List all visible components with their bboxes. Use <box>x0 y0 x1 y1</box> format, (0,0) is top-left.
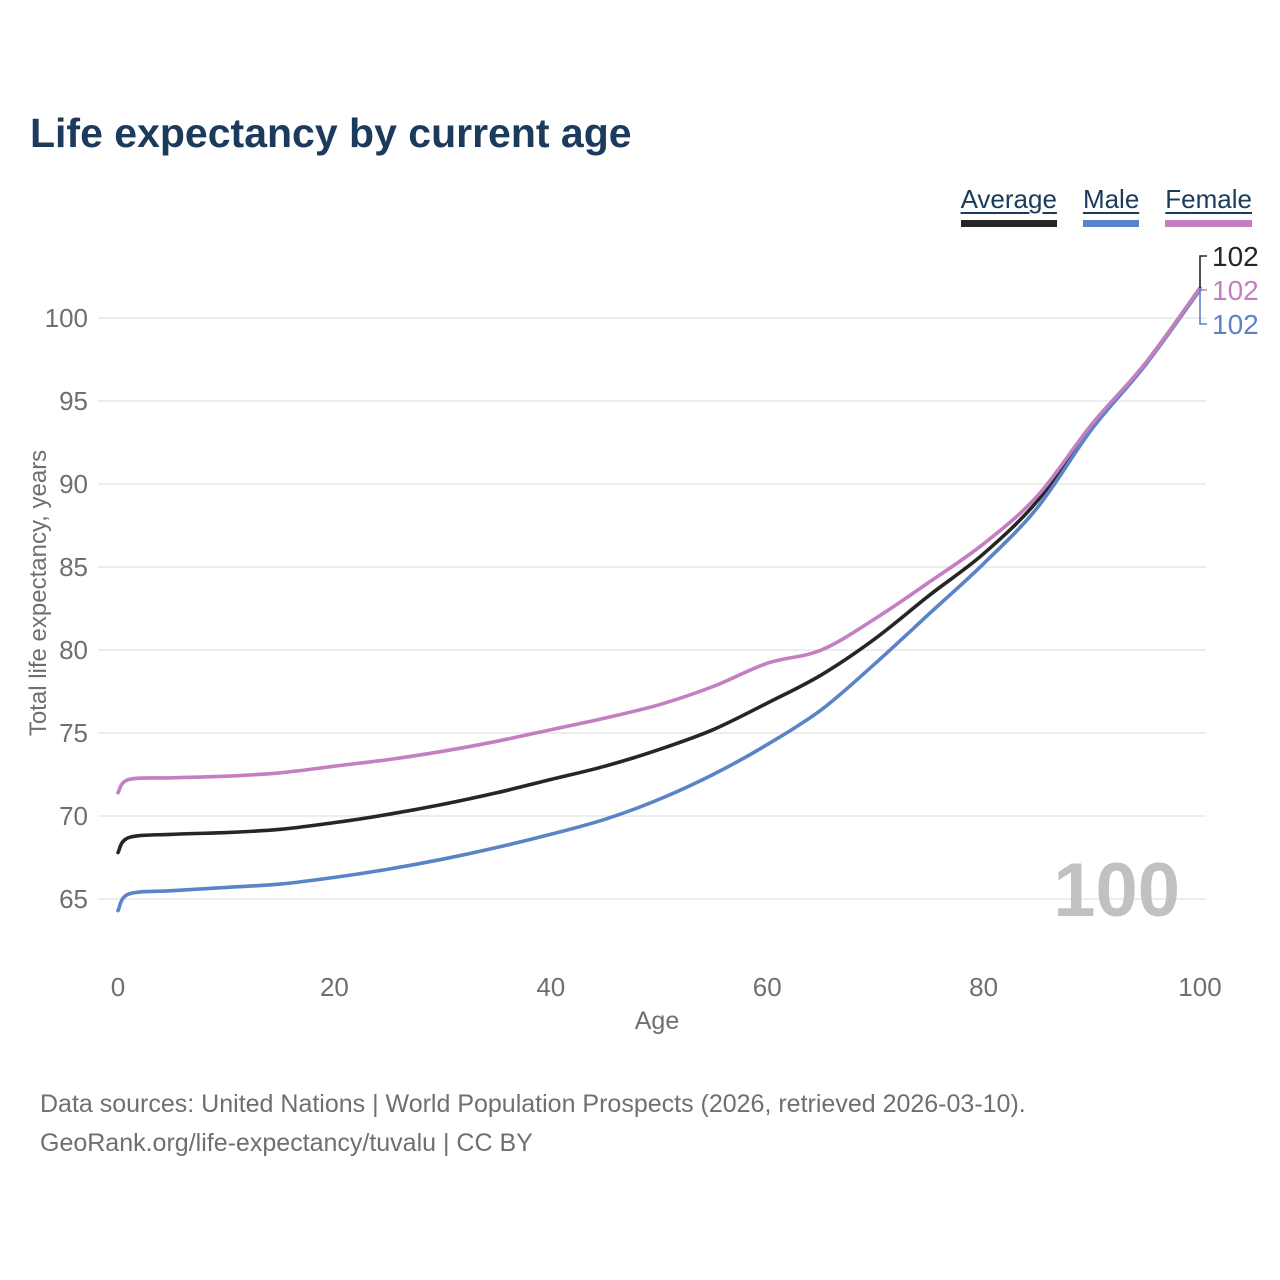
source-note: Data sources: United Nations | World Pop… <box>40 1085 1026 1163</box>
x-axis-ticks: 0 20 40 60 80 100 <box>111 972 1222 1002</box>
source-line-2: GeoRank.org/life-expectancy/tuvalu | CC … <box>40 1129 533 1157</box>
legend-item-female[interactable]: Female <box>1165 184 1252 227</box>
legend-item-male[interactable]: Male <box>1082 184 1140 227</box>
source-line-1: Data sources: United Nations | World Pop… <box>40 1090 1026 1118</box>
y-tick-label: 65 <box>59 884 88 914</box>
legend-swatch-average <box>960 220 1057 227</box>
y-tick-label: 95 <box>59 386 88 416</box>
end-label-female: 102 <box>1212 275 1259 306</box>
y-tick-label: 70 <box>59 801 88 831</box>
series-lines <box>116 286 1202 913</box>
end-label-male: 102 <box>1212 309 1259 340</box>
series-line-female <box>116 286 1202 795</box>
legend-label-female: Female <box>1165 184 1252 214</box>
y-tick-label: 85 <box>59 552 88 582</box>
y-tick-label: 75 <box>59 718 88 748</box>
y-tick-label: 90 <box>59 469 88 499</box>
series-line-average <box>116 286 1202 855</box>
y-axis-ticks: 65 70 75 80 85 90 95 100 <box>45 303 88 914</box>
chart-watermark: 100 <box>1053 848 1180 933</box>
x-tick-label: 60 <box>753 972 782 1002</box>
legend-swatch-female <box>1165 220 1252 227</box>
legend-label-average: Average <box>960 184 1057 214</box>
end-label-average: 102 <box>1212 241 1259 272</box>
x-tick-label: 80 <box>969 972 998 1002</box>
x-tick-label: 20 <box>320 972 349 1002</box>
y-tick-label: 80 <box>59 635 88 665</box>
x-tick-label: 100 <box>1178 972 1221 1002</box>
legend-item-average[interactable]: Average <box>960 184 1057 227</box>
y-tick-label: 100 <box>45 303 88 333</box>
x-axis-title: Age <box>635 1007 679 1035</box>
end-label-leader-male <box>1199 288 1207 325</box>
legend: Average Male Female <box>960 184 1252 227</box>
x-tick-label: 40 <box>536 972 565 1002</box>
legend-swatch-male <box>1082 220 1140 227</box>
end-label-leader-average <box>1199 255 1207 289</box>
x-tick-label: 0 <box>111 972 125 1002</box>
page-title: Life expectancy by current age <box>30 110 632 156</box>
series-line-male <box>116 288 1202 913</box>
legend-label-male: Male <box>1082 184 1140 214</box>
gridlines <box>98 317 1206 900</box>
y-axis-title: Total life expectancy, years <box>25 450 52 736</box>
